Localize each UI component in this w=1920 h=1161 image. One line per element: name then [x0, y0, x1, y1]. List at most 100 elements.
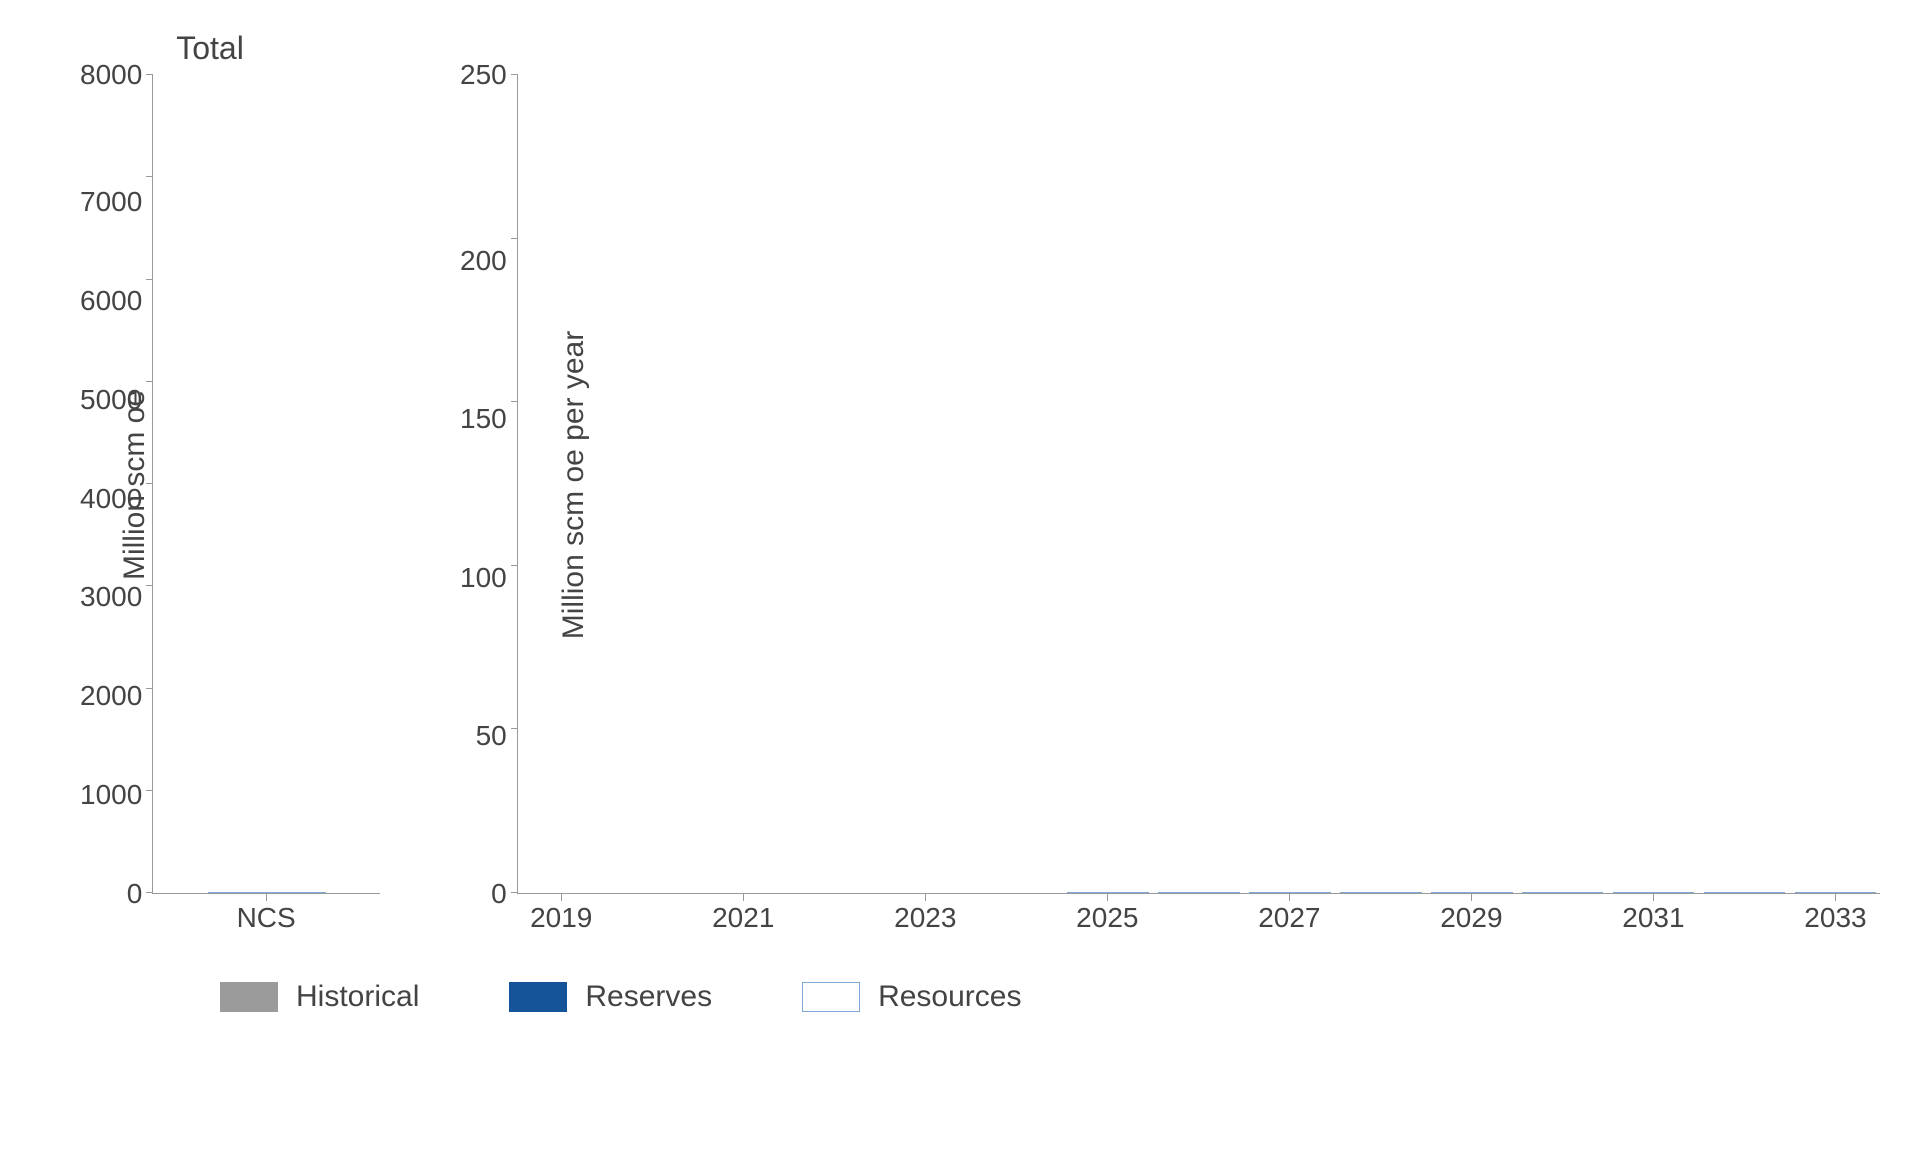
- xtick-label: [610, 902, 695, 934]
- left-plot-row: Million scm oe 8000700060005000400030002…: [40, 75, 380, 894]
- stacked-bar: [1704, 892, 1786, 893]
- bar-slot: [611, 75, 696, 893]
- bar-slot: [1520, 75, 1605, 893]
- left-yaxis-ticks: 800070006000500040003000200010000: [80, 75, 152, 894]
- xtick-mark: [1107, 894, 1108, 901]
- right-plot-row: Million scm oe per year 250200150100500: [420, 75, 1880, 894]
- bar-segment-resources: [1158, 892, 1240, 893]
- xtick-label: [1338, 902, 1423, 934]
- ytick-mark: [511, 892, 518, 893]
- bar-slot: [159, 75, 374, 893]
- bar-segment-resources: [1704, 892, 1786, 893]
- right-yaxis-ticks: 250200150100500: [460, 75, 517, 894]
- ytick-mark: [511, 401, 518, 402]
- charts-row: Total Million scm oe 8000700060005000400…: [40, 30, 1880, 950]
- ytick-mark: [146, 790, 153, 791]
- ytick-mark: [146, 279, 153, 280]
- stacked-bar: [1613, 892, 1695, 893]
- ytick-label: 0: [491, 880, 507, 908]
- right-yaxis-label-wrap: Million scm oe per year: [420, 75, 460, 894]
- xtick-label: [1156, 902, 1241, 934]
- xtick-mark: [925, 894, 926, 901]
- bar-slot: [1247, 75, 1332, 893]
- bar-slot: [1156, 75, 1241, 893]
- left-xaxis-ticks: NCS: [152, 894, 380, 934]
- stacked-bar: [1340, 892, 1422, 893]
- left-bars-container: [153, 75, 380, 893]
- xtick-mark: [266, 894, 267, 901]
- bar-segment-resources: [1795, 892, 1877, 893]
- bar-slot: [1065, 75, 1150, 893]
- bar-segment-resources: [1613, 892, 1695, 893]
- bar-slot: [884, 75, 969, 893]
- xtick-label: 2033: [1793, 902, 1878, 934]
- bar-segment-resources: [1249, 892, 1331, 893]
- right-xaxis: . 250200150100500 2019202120232025202720…: [420, 894, 1880, 950]
- xtick-mark: [1835, 894, 1836, 901]
- xtick-mark: [1653, 894, 1654, 901]
- ytick-mark: [146, 381, 153, 382]
- ytick-mark: [511, 728, 518, 729]
- stacked-bar: [208, 892, 326, 893]
- xtick-label: [974, 902, 1059, 934]
- bar-slot: [702, 75, 787, 893]
- ytick-label: 2000: [80, 682, 142, 710]
- right-bars-container: [518, 75, 1880, 893]
- legend-swatch-historical: [220, 982, 278, 1012]
- bar-segment-resources: [208, 892, 326, 893]
- legend-swatch-resources: [802, 982, 860, 1012]
- ytick-mark: [146, 176, 153, 177]
- ytick-label: 6000: [80, 287, 142, 315]
- ytick-label: 150: [460, 405, 507, 433]
- stacked-bar: [1158, 892, 1240, 893]
- ytick-mark: [146, 483, 153, 484]
- ytick-mark: [511, 238, 518, 239]
- ytick-label: 50: [476, 722, 507, 750]
- legend-label: Historical: [296, 980, 419, 1014]
- bar-slot: [520, 75, 605, 893]
- ytick-label: 5000: [80, 386, 142, 414]
- ytick-label: 8000: [80, 61, 142, 89]
- bar-slot: [793, 75, 878, 893]
- xtick-label: [792, 902, 877, 934]
- left-xaxis: . 800070006000500040003000200010000 NCS: [40, 894, 380, 950]
- ytick-mark: [146, 892, 153, 893]
- xtick-label: 2031: [1611, 902, 1696, 934]
- bar-slot: [1793, 75, 1878, 893]
- ytick-label: 100: [460, 564, 507, 592]
- ytick-label: 4000: [80, 485, 142, 513]
- right-plot-area: [517, 75, 1880, 894]
- left-yaxis-label-wrap: Million scm oe: [40, 75, 80, 894]
- ytick-mark: [146, 688, 153, 689]
- right-xaxis-ticks: 20192021202320252027202920312033: [517, 894, 1880, 934]
- bar-slot: [1702, 75, 1787, 893]
- xtick-mark: [561, 894, 562, 901]
- bar-slot: [1338, 75, 1423, 893]
- ytick-label: 250: [460, 61, 507, 89]
- ytick-label: 0: [127, 880, 143, 908]
- stacked-bar: [1431, 892, 1513, 893]
- xtick-label: 2027: [1247, 902, 1332, 934]
- bar-slot: [1429, 75, 1514, 893]
- xtick-label: [1520, 902, 1605, 934]
- stacked-bar: [1067, 892, 1149, 893]
- ytick-label: 3000: [80, 583, 142, 611]
- legend-item-historical: Historical: [220, 980, 419, 1014]
- xtick-label: 2025: [1065, 902, 1150, 934]
- xtick-mark: [743, 894, 744, 901]
- xtick-label: 2021: [701, 902, 786, 934]
- ytick-label: 1000: [80, 781, 142, 809]
- left-plot-area: [152, 75, 380, 894]
- legend-label: Reserves: [585, 980, 712, 1014]
- legend-item-reserves: Reserves: [509, 980, 712, 1014]
- stacked-bar: [1249, 892, 1331, 893]
- xtick-mark: [1289, 894, 1290, 901]
- ytick-mark: [511, 565, 518, 566]
- ytick-mark: [146, 585, 153, 586]
- xtick-mark: [1471, 894, 1472, 901]
- stacked-bar: [1522, 892, 1604, 893]
- xtick-label: 2019: [519, 902, 604, 934]
- legend-label: Resources: [878, 980, 1021, 1014]
- ytick-label: 7000: [80, 188, 142, 216]
- xtick-label: [1702, 902, 1787, 934]
